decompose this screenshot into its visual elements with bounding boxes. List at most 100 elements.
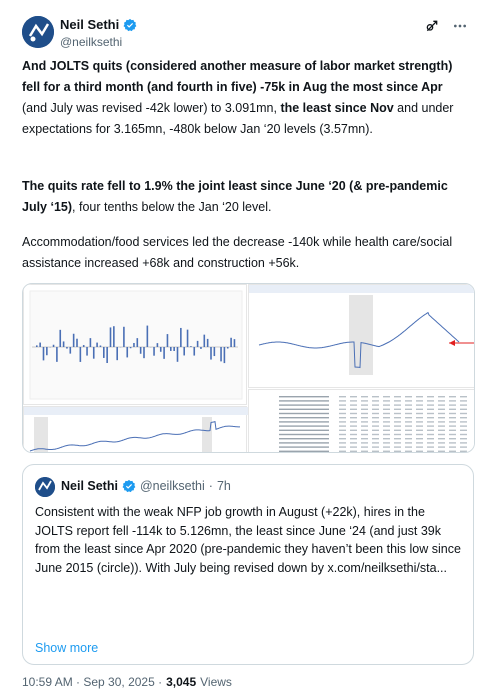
image-bar <box>146 325 149 347</box>
author-name-row: Neil Sethi <box>60 17 137 32</box>
image-table-cell <box>394 396 401 398</box>
media-image-industry-table[interactable] <box>248 389 474 452</box>
image-table-cell <box>350 446 357 448</box>
image-table-line <box>279 450 329 452</box>
author-avatar[interactable] <box>22 16 54 48</box>
image-table-cell <box>394 450 401 452</box>
image-table-line <box>279 412 329 415</box>
image-bar <box>226 347 229 349</box>
image-table-cell <box>383 442 390 444</box>
image-table-cell <box>383 421 390 423</box>
image-table-cell <box>372 408 379 410</box>
image-table-cell <box>405 429 412 431</box>
tweet-timestamp[interactable]: 10:59 AM · Sep 30, 2025 · <box>22 675 163 689</box>
image-bar <box>180 327 182 347</box>
image-table-cell <box>339 400 346 402</box>
image-table-cell <box>416 450 423 452</box>
image-bar <box>79 347 82 362</box>
image-table-cell <box>416 400 423 402</box>
image-table-cell <box>460 450 467 452</box>
media-image-quits-level-line[interactable] <box>248 284 474 388</box>
quoted-meta: Neil Sethi @neilksethi · 7h <box>61 479 231 493</box>
image-table-cell <box>405 425 412 427</box>
image-table-cell <box>372 450 379 452</box>
image-bar <box>200 347 202 349</box>
image-table-cell <box>339 417 346 419</box>
more-options-icon[interactable] <box>452 18 468 34</box>
image-bar <box>56 347 58 362</box>
image-bar <box>59 329 62 347</box>
image-table-cell <box>427 446 434 448</box>
image-table-cell <box>438 400 445 402</box>
image-table-cell <box>361 412 368 415</box>
media-image-quits-change-bars[interactable] <box>23 284 247 405</box>
image-table-cell <box>350 425 357 427</box>
image-table-cell <box>361 446 368 448</box>
image-table-line <box>279 425 329 427</box>
image-table-cell <box>372 429 379 431</box>
image-table-cell <box>449 417 456 419</box>
image-table-cell <box>449 412 456 415</box>
author-handle[interactable]: @neilksethi <box>60 35 123 49</box>
tweet-media-grid[interactable] <box>22 283 475 453</box>
image-bar <box>223 347 226 364</box>
image-bar <box>126 347 129 358</box>
image-table-cell <box>460 442 467 444</box>
image-table-cell <box>339 433 346 436</box>
image-table-cell <box>394 400 401 402</box>
image-table-cell <box>405 400 412 402</box>
image-table-cell <box>427 396 434 398</box>
image-table-cell <box>460 438 467 440</box>
image-table-cell <box>361 425 368 427</box>
media-image-quits-rate-line[interactable] <box>23 406 248 452</box>
image-table-cell <box>438 442 445 444</box>
grok-icon[interactable] <box>424 18 440 34</box>
image-bar <box>203 334 206 347</box>
image-table-cell <box>405 442 412 444</box>
quoted-tweet[interactable]: Neil Sethi @neilksethi · 7h Consistent w… <box>22 464 474 665</box>
image-table-cell <box>394 417 401 419</box>
line-chart-image <box>24 407 248 452</box>
image-bar <box>92 347 95 359</box>
image-bar <box>66 347 68 349</box>
image-table-cell <box>438 425 445 427</box>
image-bar <box>183 347 185 356</box>
image-table-cell <box>372 412 379 415</box>
image-table-cell <box>416 404 423 406</box>
image-table-cell <box>372 438 379 440</box>
p1-segment: and under expectations for 3.165mn, -480… <box>22 101 454 136</box>
verified-badge-icon <box>122 479 136 493</box>
image-table-cell <box>383 396 390 398</box>
image-bar <box>123 326 125 347</box>
image-table-cell <box>361 433 368 436</box>
image-table-cell <box>372 396 379 398</box>
image-table-cell <box>427 442 434 444</box>
quoted-text: Consistent with the weak NFP job growth … <box>35 505 461 575</box>
image-table-cell <box>460 408 467 410</box>
table-image <box>279 396 467 452</box>
tweet-paragraph-1: And JOLTS quits (considered another meas… <box>22 56 467 140</box>
image-table-line <box>279 396 329 398</box>
image-bar <box>129 347 132 349</box>
image-table-cell <box>372 442 379 444</box>
image-bar <box>163 347 165 359</box>
image-table-cell <box>394 446 401 448</box>
image-table-cell <box>350 408 357 410</box>
image-table-cell <box>405 438 412 440</box>
image-table-cell <box>383 429 390 431</box>
image-bar <box>210 347 212 360</box>
image-table-cell <box>350 421 357 423</box>
author-name[interactable]: Neil Sethi <box>60 17 120 32</box>
image-table-cell <box>405 396 412 398</box>
image-bar <box>72 333 75 347</box>
p1-segment: (and July was revised -42k lower) to 3.0… <box>22 101 281 115</box>
image-bar <box>76 338 78 347</box>
image-table-cell <box>416 425 423 427</box>
image-bar <box>116 347 118 361</box>
image-table-cell <box>449 442 456 444</box>
image-bar <box>230 337 232 347</box>
image-table-cell <box>416 421 423 423</box>
tweet-paragraph-3: Accommodation/food services led the decr… <box>22 235 453 270</box>
show-more-link[interactable]: Show more <box>35 641 99 655</box>
image-table-cell <box>449 425 456 427</box>
